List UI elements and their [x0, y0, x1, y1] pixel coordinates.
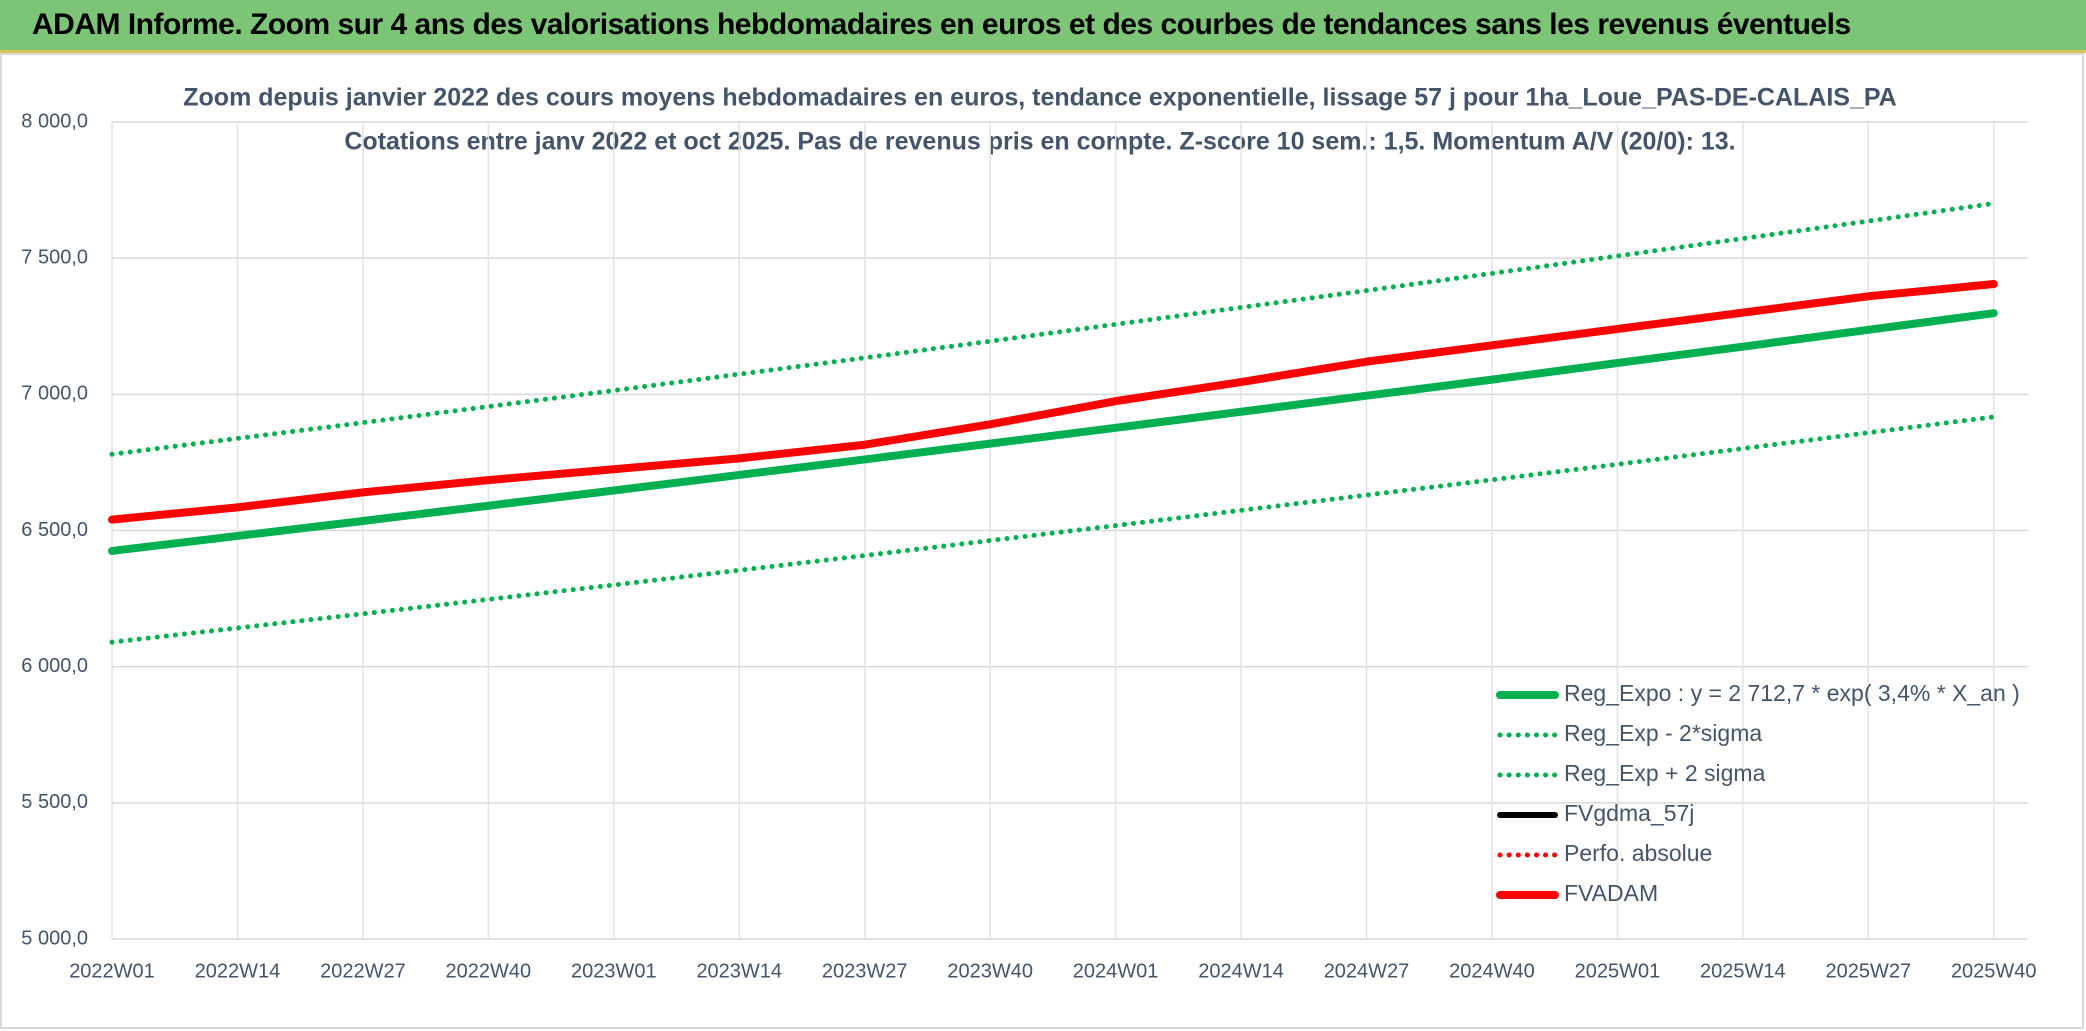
chart-frame: [0, 53, 2084, 1029]
x-tick-label: 2023W27: [822, 960, 908, 982]
legend-label: Perfo. absolue: [1564, 840, 1712, 866]
x-tick-label: 2025W40: [1951, 960, 2037, 982]
chart-title: Zoom depuis janvier 2022 des cours moyen…: [183, 84, 1896, 112]
x-tick-label: 2023W14: [696, 960, 782, 982]
chart-subtitle: Cotations entre janv 2022 et oct 2025. P…: [344, 128, 1735, 156]
x-tick-label: 2022W27: [320, 960, 406, 982]
x-tick-label: 2023W40: [947, 960, 1033, 982]
y-tick-label: 7 500,0: [21, 246, 88, 268]
x-tick-label: 2024W40: [1449, 960, 1535, 982]
y-tick-label: 5 000,0: [21, 927, 88, 949]
x-tick-label: 2022W40: [446, 960, 532, 982]
x-tick-label: 2023W01: [571, 960, 657, 982]
legend-label: FVADAM: [1564, 880, 1658, 906]
y-tick-label: 8 000,0: [21, 110, 88, 132]
x-tick-label: 2022W01: [69, 960, 155, 982]
y-tick-label: 6 500,0: [21, 519, 88, 541]
y-tick-label: 7 000,0: [21, 383, 88, 405]
x-tick-label: 2022W14: [195, 960, 281, 982]
y-tick-label: 5 500,0: [21, 791, 88, 813]
chart: Zoom depuis janvier 2022 des cours moyen…: [0, 53, 2084, 1029]
x-tick-label: 2025W01: [1575, 960, 1661, 982]
x-tick-label: 2024W14: [1198, 960, 1284, 982]
line-series: [109, 414, 1997, 645]
x-tick-label: 2025W27: [1825, 960, 1911, 982]
line-series: [108, 280, 1998, 524]
legend-label: FVgdma_57j: [1564, 800, 1694, 826]
header-title: ADAM Informe. Zoom sur 4 ans des valoris…: [32, 8, 1851, 41]
legend-label: Reg_Expo : y = 2 712,7 * exp( 3,4% * X_a…: [1564, 680, 2020, 706]
legend-label: Reg_Exp + 2 sigma: [1564, 760, 1766, 786]
x-tick-label: 2025W14: [1700, 960, 1786, 982]
x-tick-label: 2024W01: [1073, 960, 1159, 982]
line-series: [109, 200, 1997, 457]
y-tick-label: 6 000,0: [21, 655, 88, 677]
header-bar: ADAM Informe. Zoom sur 4 ans des valoris…: [0, 0, 2086, 53]
line-series: [108, 309, 1998, 555]
legend-label: Reg_Exp - 2*sigma: [1564, 720, 1762, 746]
x-tick-label: 2024W27: [1324, 960, 1410, 982]
